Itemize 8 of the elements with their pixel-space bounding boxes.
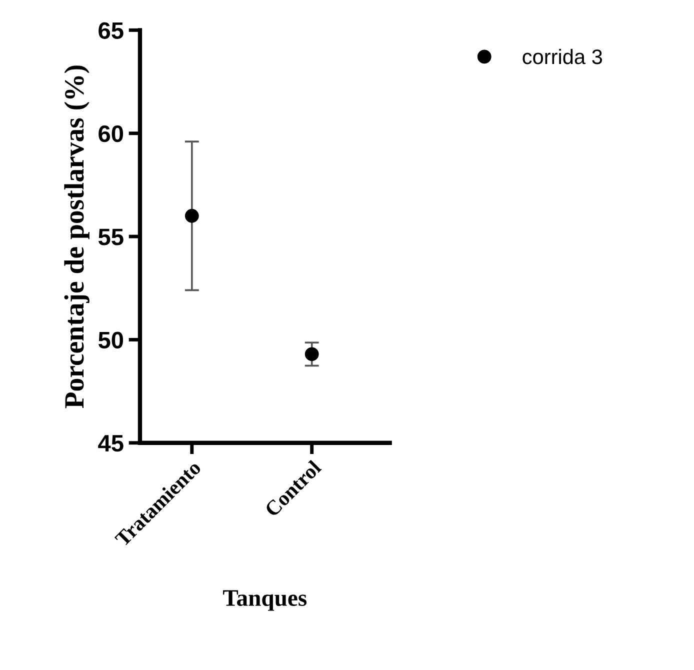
y-tick-label: 45 [98,435,124,452]
y-tick-label: 50 [98,332,124,348]
y-axis-title: Porcentaje de postlarvas (%) [64,66,90,408]
y-tick-label: 60 [98,125,124,142]
y-tick-label: 65 [98,22,124,39]
y-tick-label: 55 [98,228,124,246]
x-axis-title: Tanques [223,590,307,611]
legend-label: corrida 3 [522,48,602,64]
